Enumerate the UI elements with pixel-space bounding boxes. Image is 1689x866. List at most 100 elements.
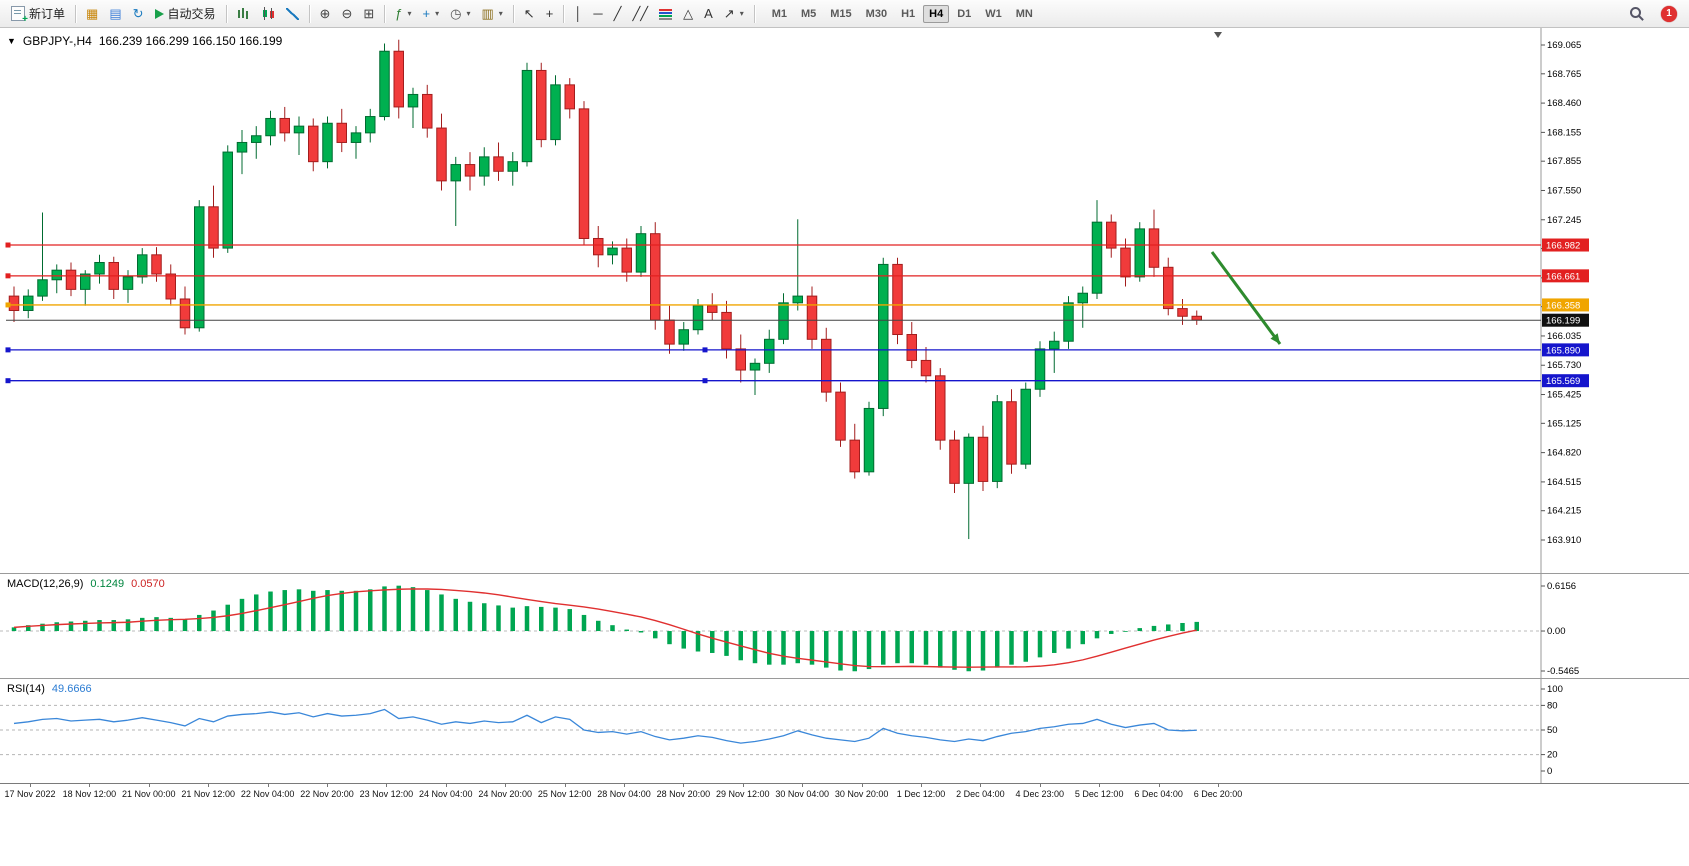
dropdown-caret-icon[interactable]: ▾ bbox=[407, 9, 412, 18]
dropdown-caret-icon[interactable]: ▾ bbox=[435, 9, 440, 18]
dropdown-caret-icon[interactable]: ▾ bbox=[498, 9, 503, 18]
candlesticks bbox=[8, 39, 1202, 540]
rsi-value: 49.6666 bbox=[51, 683, 92, 695]
line-handle[interactable] bbox=[5, 242, 11, 248]
time-label: 4 Dec 23:00 bbox=[1015, 789, 1065, 799]
chart-shift-marker[interactable] bbox=[1214, 32, 1222, 38]
cycles-button[interactable]: ◷ ▾ bbox=[445, 3, 475, 25]
symbol-triangle-icon[interactable]: ▼ bbox=[7, 35, 16, 46]
zoom-out-button[interactable]: ⊖ bbox=[336, 3, 357, 25]
timeframe-m5-button[interactable]: M5 bbox=[795, 5, 822, 23]
svg-text:165.890: 165.890 bbox=[1546, 345, 1580, 356]
symbol-title: GBPJPY-,H4 bbox=[22, 34, 92, 48]
indicators-button[interactable]: ƒ ▾ bbox=[390, 3, 416, 25]
line-chart-button[interactable] bbox=[281, 3, 304, 25]
rsi-axis-label: 0 bbox=[1547, 766, 1552, 777]
toolbar: 新订单▦▤↻自动交易⊕⊖⊞ƒ▾+▾◷▾▥▾↖+│─╱╱╱△A↗▾ M1M5M15… bbox=[0, 0, 1689, 28]
zoom-in-button[interactable]: ⊕ bbox=[315, 3, 336, 25]
fibonacci-button[interactable] bbox=[654, 3, 677, 25]
horizontal-line-button[interactable]: ─ bbox=[588, 3, 607, 25]
algo-trading-button[interactable]: 自动交易 bbox=[150, 3, 221, 25]
notification-badge[interactable]: 1 bbox=[1661, 5, 1677, 22]
profiles-button[interactable]: ▤ bbox=[104, 3, 126, 25]
price-axis-label: 163.910 bbox=[1547, 535, 1581, 546]
time-tick bbox=[861, 784, 863, 787]
timeframe-h4-button[interactable]: H4 bbox=[923, 4, 950, 23]
trendline-button[interactable]: ╱ bbox=[609, 3, 627, 25]
time-tick bbox=[980, 784, 982, 787]
time-label: 25 Nov 12:00 bbox=[537, 789, 592, 799]
vertical-line-button[interactable]: │ bbox=[569, 3, 587, 25]
dropdown-caret-icon[interactable]: ▾ bbox=[466, 9, 471, 18]
cursor-button[interactable]: ↖ bbox=[519, 3, 540, 25]
time-label: 6 Dec 04:00 bbox=[1134, 789, 1183, 799]
toolbar-separator bbox=[308, 4, 310, 23]
shapes-button[interactable]: △ bbox=[678, 3, 698, 25]
line-handle[interactable] bbox=[5, 273, 11, 279]
line-handle[interactable] bbox=[5, 347, 11, 353]
time-label: 17 Nov 2022 bbox=[4, 789, 56, 799]
new-chart-button[interactable]: ▦ bbox=[81, 3, 103, 25]
timeframe-m15-button[interactable]: M15 bbox=[824, 5, 857, 23]
time-label: 21 Nov 00:00 bbox=[122, 789, 176, 799]
time-label: 24 Nov 20:00 bbox=[478, 789, 532, 799]
time-tick bbox=[1218, 784, 1219, 787]
timeframe-w1-button[interactable]: W1 bbox=[979, 5, 1008, 23]
price-axis-label: 165.730 bbox=[1547, 360, 1581, 371]
candles-chart-button[interactable] bbox=[256, 3, 280, 25]
add-indicator-button[interactable]: + ▾ bbox=[418, 3, 445, 25]
price-axis-label: 168.460 bbox=[1547, 98, 1581, 109]
time-tick bbox=[1099, 784, 1101, 787]
channel-button[interactable]: ╱╱ bbox=[627, 3, 653, 25]
toolbar-separator bbox=[225, 4, 227, 23]
time-label: 1 Dec 12:00 bbox=[896, 789, 946, 799]
templates-button[interactable]: ▥ ▾ bbox=[476, 3, 507, 25]
new-chart-icon: ▦ bbox=[86, 6, 99, 21]
toolbar-separator bbox=[512, 4, 514, 23]
line-handle[interactable] bbox=[5, 302, 11, 308]
new-order-button[interactable]: 新订单 bbox=[6, 3, 70, 25]
templates-icon: ▥ bbox=[481, 6, 494, 21]
fibonacci-icon bbox=[659, 7, 673, 20]
price-chart[interactable]: 169.065 168.765 168.460 168.155 167.855 167.5… bbox=[0, 28, 1689, 573]
zoom-in-icon: ⊕ bbox=[319, 6, 331, 21]
time-tick bbox=[505, 784, 507, 787]
line-chart-icon bbox=[285, 7, 299, 20]
price-axis-label: 169.065 bbox=[1547, 40, 1581, 51]
trend-arrow[interactable] bbox=[1210, 251, 1282, 345]
candles-chart-icon bbox=[260, 7, 275, 20]
data-window-button[interactable]: ↻ bbox=[128, 3, 149, 25]
macd-panel[interactable]: 0.6156 0.00 -0.5465 bbox=[0, 573, 1689, 678]
crosshair-button[interactable]: + bbox=[541, 3, 559, 25]
rsi-panel[interactable]: 100 80 50 20 0 bbox=[0, 678, 1689, 783]
rsi-axis-label: 50 bbox=[1547, 725, 1558, 736]
price-axis-label: 166.035 bbox=[1547, 331, 1581, 342]
arrows-button[interactable]: ↗ ▾ bbox=[719, 3, 749, 25]
time-axis[interactable]: 17 Nov 2022 18 Nov 12:00 21 Nov 00:00 21 No… bbox=[0, 783, 1689, 866]
time-tick bbox=[208, 784, 210, 787]
time-label: 23 Nov 12:00 bbox=[359, 789, 414, 799]
price-axis-label: 168.765 bbox=[1547, 69, 1581, 80]
timeframe-d1-button[interactable]: D1 bbox=[951, 5, 977, 23]
line-handle[interactable] bbox=[702, 347, 708, 353]
chart-window[interactable]: 169.065 168.765 168.460 168.155 167.855 167.5… bbox=[0, 28, 1689, 866]
timeframe-h1-button[interactable]: H1 bbox=[895, 5, 921, 23]
bars-chart-button[interactable] bbox=[232, 3, 255, 25]
tile-windows-button[interactable]: ⊞ bbox=[358, 3, 379, 25]
dropdown-caret-icon[interactable]: ▾ bbox=[739, 9, 744, 18]
time-tick bbox=[624, 784, 625, 787]
svg-text:166.358: 166.358 bbox=[1546, 300, 1580, 311]
timeframe-mn-button[interactable]: MN bbox=[1010, 5, 1039, 23]
line-handle[interactable] bbox=[702, 378, 708, 384]
price-badge bbox=[1542, 313, 1589, 327]
time-tick bbox=[921, 784, 922, 787]
text-button[interactable]: A bbox=[699, 3, 718, 25]
price-axis-label: 165.125 bbox=[1547, 418, 1581, 429]
timeframe-m1-button[interactable]: M1 bbox=[766, 5, 793, 23]
search-button[interactable] bbox=[1625, 3, 1649, 25]
line-handle[interactable] bbox=[5, 378, 11, 384]
timeframe-m30-button[interactable]: M30 bbox=[860, 5, 893, 23]
zoom-out-icon: ⊖ bbox=[341, 6, 353, 21]
trendline-icon: ╱ bbox=[613, 6, 622, 21]
ohlc-values: 166.239 166.299 166.150 166.199 bbox=[98, 34, 283, 48]
